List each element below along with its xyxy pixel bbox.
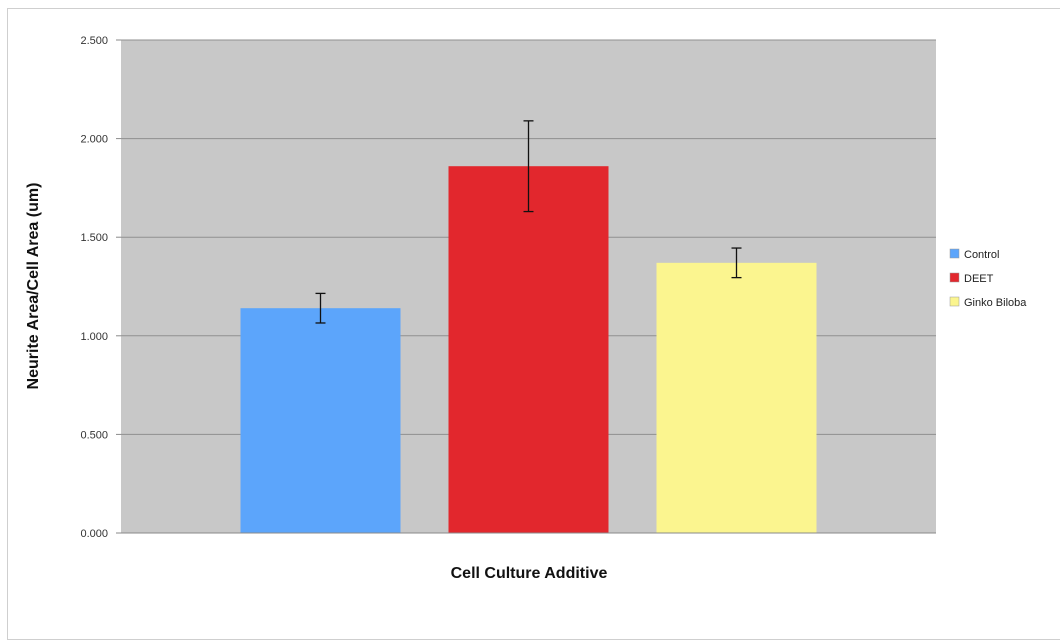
y-axis-ticks: 0.000 0.500 1.000 1.500 2.000 2.500 [80, 35, 121, 540]
legend-label: Control [964, 249, 999, 261]
y-tick-label: 1.500 [80, 232, 108, 244]
legend-label: Ginko Biloba [964, 297, 1027, 309]
error-bars [315, 120, 742, 324]
bar-ginko-biloba [656, 262, 817, 533]
y-tick-label: 2.000 [80, 134, 108, 146]
y-tick-label: 0.000 [80, 528, 108, 540]
y-axis-title: Neurite Area/Cell Area (um) [25, 183, 42, 390]
y-tick-label: 2.500 [80, 35, 108, 47]
legend: Control DEET Ginko Biloba [949, 248, 1027, 309]
legend-swatch [949, 272, 960, 283]
x-axis-title: Cell Culture Additive [451, 565, 608, 582]
bar-deet [448, 166, 609, 533]
y-tick-label: 1.000 [80, 331, 108, 343]
legend-swatch [949, 296, 960, 307]
legend-swatch [949, 248, 960, 259]
bar-control [240, 308, 401, 533]
bars [240, 166, 817, 533]
y-tick-label: 0.500 [80, 429, 108, 441]
legend-label: DEET [964, 273, 994, 285]
